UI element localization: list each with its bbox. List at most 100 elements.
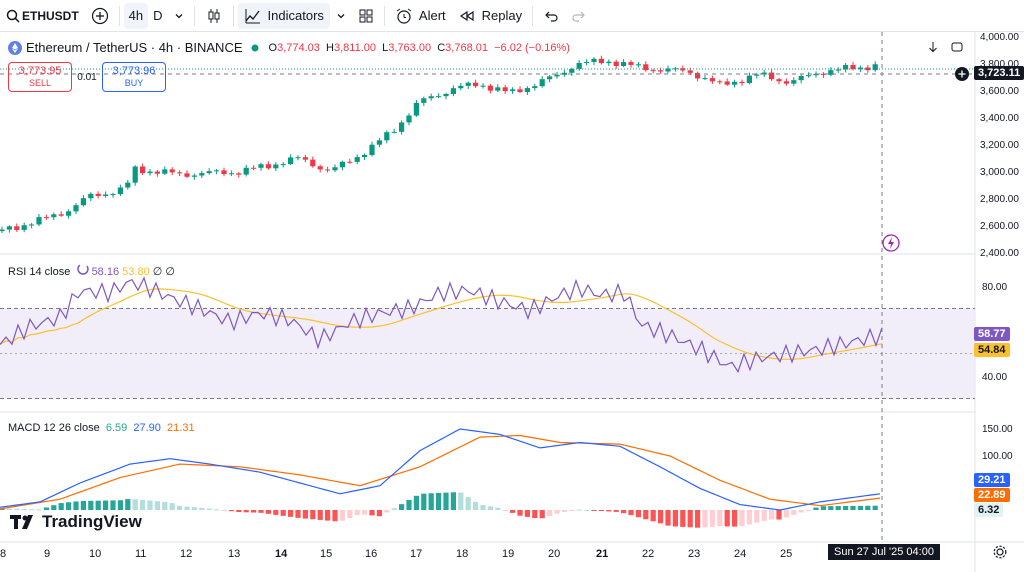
- arrow-down-icon: [926, 40, 940, 54]
- macd-histogram-bar: [561, 510, 567, 512]
- macd-histogram-bar: [280, 510, 286, 516]
- macd-histogram-bar: [591, 510, 597, 511]
- macd-histogram-bar: [643, 510, 649, 520]
- candle-body: [606, 61, 612, 64]
- interval-d[interactable]: D: [153, 8, 163, 23]
- macd-label: MACD 12 26 close: [8, 422, 100, 434]
- price-axis-label: 3,600.00: [980, 86, 1019, 97]
- interval-4h[interactable]: 4h: [123, 2, 149, 29]
- macd-histogram-bar: [702, 510, 708, 528]
- candle-body: [561, 72, 567, 75]
- macd-histogram-bar: [221, 510, 227, 511]
- macd-histogram-bar: [6, 508, 12, 510]
- indicators-icon: [244, 7, 262, 25]
- macd-histogram-bar: [820, 506, 826, 510]
- symbol-search[interactable]: ETHUSDT: [0, 3, 85, 29]
- candle-body: [214, 170, 220, 172]
- macd-histogram-bar: [495, 507, 501, 510]
- macd-histogram-bar: [658, 510, 664, 524]
- macd-histogram-bar: [450, 492, 456, 510]
- macd-histogram-bar: [443, 492, 449, 510]
- time-axis-label: 23: [688, 548, 701, 560]
- macd-histogram-bar: [214, 509, 220, 511]
- macd-histogram-bar: [524, 510, 530, 517]
- price-axis-label: 4,000.00: [980, 32, 1019, 43]
- chart-type-button[interactable]: [199, 3, 229, 29]
- divider: [383, 5, 385, 26]
- candle-body: [635, 64, 641, 66]
- indicators-button[interactable]: Indicators: [237, 2, 330, 29]
- time-axis-label: 19: [502, 548, 515, 560]
- rsi-label: RSI 14 close: [8, 266, 71, 278]
- rsi-ma-line: [0, 288, 883, 360]
- macd-histogram-bar: [687, 510, 693, 528]
- macd-histogram-bar: [302, 510, 308, 519]
- candle-body: [857, 67, 863, 70]
- candle-body: [295, 157, 301, 159]
- macd-histogram-bar: [273, 510, 279, 515]
- macd-histogram-bar: [21, 509, 27, 511]
- macd-histogram-bar: [243, 510, 249, 513]
- candle-body: [702, 78, 708, 80]
- undo-button[interactable]: [537, 3, 565, 29]
- chart-canvas[interactable]: [0, 32, 1024, 572]
- time-axis-label: 10: [89, 548, 102, 560]
- macd-histogram-bar: [36, 509, 42, 511]
- macd-histogram-bar: [317, 510, 323, 520]
- macd-histogram-bar: [517, 510, 523, 516]
- tradingview-logo[interactable]: TradingView: [10, 512, 142, 532]
- candle-body: [695, 72, 701, 79]
- sell-button[interactable]: 3,773.95 SELL: [8, 62, 72, 92]
- candle-body: [835, 69, 841, 71]
- macd-histogram-bar: [598, 510, 604, 511]
- settings-button[interactable]: [993, 545, 1007, 564]
- indicators-dropdown[interactable]: [330, 3, 352, 29]
- indicators-label: Indicators: [267, 8, 324, 23]
- candle-body: [265, 164, 271, 169]
- layouts-button[interactable]: [352, 3, 380, 29]
- interval-dropdown[interactable]: [168, 3, 190, 29]
- candle-body: [554, 74, 560, 77]
- macd-histogram-bar: [532, 510, 538, 519]
- rsi-value: 58.16: [91, 266, 120, 278]
- macd-histogram-bar: [650, 510, 656, 522]
- macd-histogram-bar: [51, 505, 57, 510]
- candle-body: [569, 68, 575, 73]
- replay-button[interactable]: Replay: [452, 3, 528, 29]
- candle-body: [413, 102, 419, 116]
- add-crosshair-button[interactable]: [954, 66, 970, 82]
- candle-body: [532, 86, 538, 89]
- price-axis-label: 2,600.00: [980, 221, 1019, 232]
- candle-body: [680, 68, 686, 71]
- macd-signal-tag: 22.89: [974, 488, 1010, 502]
- macd-histogram-bar: [199, 507, 205, 510]
- alert-button[interactable]: Alert: [389, 3, 452, 29]
- candle-body: [473, 82, 479, 87]
- macd-histogram-bar: [184, 506, 190, 510]
- candle-body: [243, 167, 249, 175]
- replay-icon: [458, 7, 476, 25]
- macd-histogram-bar: [295, 510, 301, 518]
- maximize-button[interactable]: [950, 40, 966, 56]
- macd-histogram-bar: [29, 509, 35, 511]
- buy-button[interactable]: 3,773.96 BUY: [102, 62, 166, 92]
- macd-histogram-bar: [695, 510, 701, 528]
- candle-body: [0, 229, 5, 232]
- plus-circle-icon: [954, 66, 970, 82]
- redo-button[interactable]: [565, 3, 593, 29]
- candle-body: [783, 81, 789, 84]
- macd-histogram-bar: [154, 501, 160, 510]
- collapse-button[interactable]: [926, 40, 942, 56]
- lightning-button[interactable]: [882, 234, 900, 257]
- macd-histogram-bar: [798, 510, 804, 513]
- plus-circle-icon: [91, 7, 109, 25]
- macd-histogram-bar: [354, 510, 360, 516]
- rsi-extra: ∅ ∅: [152, 266, 175, 278]
- macd-histogram-bar: [369, 510, 375, 516]
- macd-histogram-bar: [228, 510, 234, 512]
- ohlc-values: O3,774.03 H3,811.00 L3,763.00 C3,768.01 …: [268, 41, 570, 54]
- compare-button[interactable]: [85, 3, 115, 29]
- candle-body: [724, 81, 730, 85]
- macd-histogram-bar: [191, 507, 197, 510]
- rsi-ma-tag: 54.84: [974, 343, 1010, 357]
